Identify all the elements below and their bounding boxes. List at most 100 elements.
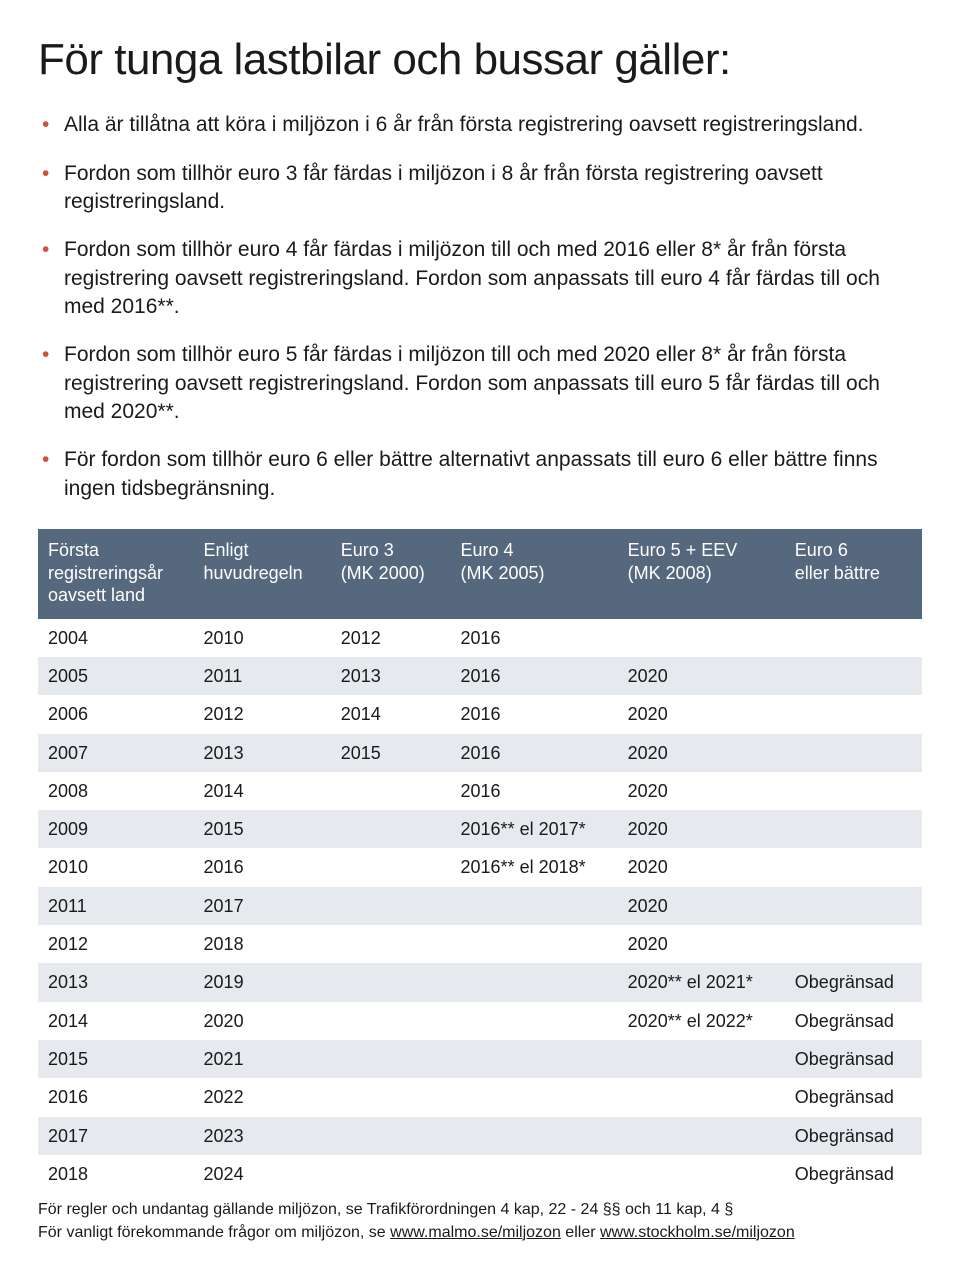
table-cell — [331, 772, 451, 810]
footnote-line-2: För vanligt förekommande frågor om miljö… — [38, 1222, 922, 1244]
table-header-cell: Euro 4(MK 2005) — [451, 529, 618, 619]
table-cell: 2017 — [194, 887, 331, 925]
table-cell: 2016 — [451, 695, 618, 733]
table-cell — [451, 925, 618, 963]
footnotes: För regler och undantag gällande miljözo… — [38, 1199, 922, 1244]
table-cell: 2020 — [618, 810, 785, 848]
table-cell — [618, 1078, 785, 1116]
footnote-link-2[interactable]: www.stockholm.se/miljozon — [600, 1224, 795, 1241]
table-cell — [451, 1155, 618, 1193]
table-cell — [331, 963, 451, 1001]
table-cell: 2020 — [618, 772, 785, 810]
table-cell: Obegränsad — [785, 1040, 922, 1078]
table-cell: 2015 — [331, 734, 451, 772]
table-cell — [451, 1078, 618, 1116]
table-cell: 2018 — [38, 1155, 194, 1193]
table-cell — [451, 1040, 618, 1078]
page-title: För tunga lastbilar och bussar gäller: — [38, 30, 922, 89]
table-row: 20082014 20162020 — [38, 772, 922, 810]
table-cell: 2020 — [618, 657, 785, 695]
table-cell — [785, 734, 922, 772]
table-cell: 2011 — [194, 657, 331, 695]
table-cell: 2008 — [38, 772, 194, 810]
table-cell: Obegränsad — [785, 1155, 922, 1193]
table-cell: 2020** el 2022* — [618, 1002, 785, 1040]
table-cell: 2020 — [618, 848, 785, 886]
rules-list-item: För fordon som tillhör euro 6 eller bätt… — [38, 446, 922, 503]
table-cell: 2019 — [194, 963, 331, 1001]
table-cell: 2020 — [618, 925, 785, 963]
table-cell — [451, 1117, 618, 1155]
footnote-link-1[interactable]: www.malmo.se/miljozon — [390, 1224, 561, 1241]
table-row: 20152021Obegränsad — [38, 1040, 922, 1078]
table-row: 20072013201520162020 — [38, 734, 922, 772]
table-header-cell: Förstaregistreringsåroavsett land — [38, 529, 194, 619]
table-cell: 2005 — [38, 657, 194, 695]
table-cell: 2022 — [194, 1078, 331, 1116]
table-cell: 2020 — [618, 734, 785, 772]
table-cell: 2020 — [194, 1002, 331, 1040]
table-cell — [618, 1117, 785, 1155]
table-cell: 2013 — [194, 734, 331, 772]
table-cell: 2024 — [194, 1155, 331, 1193]
table-cell: 2016 — [451, 772, 618, 810]
table-cell: 2010 — [38, 848, 194, 886]
table-cell: Obegränsad — [785, 1078, 922, 1116]
table-cell: 2011 — [38, 887, 194, 925]
table-cell: 2020 — [618, 695, 785, 733]
table-cell: 2004 — [38, 619, 194, 657]
table-cell: 2013 — [331, 657, 451, 695]
table-header-cell: Enligthuvudregeln — [194, 529, 331, 619]
table-cell: 2014 — [331, 695, 451, 733]
table-body: 2004201020122016200520112013201620202006… — [38, 619, 922, 1193]
table-cell: 2009 — [38, 810, 194, 848]
table-cell — [331, 1078, 451, 1116]
table-row: 20172023Obegränsad — [38, 1117, 922, 1155]
table-cell: 2015 — [194, 810, 331, 848]
table-cell: 2014 — [194, 772, 331, 810]
table-cell — [451, 963, 618, 1001]
footnote-line-1: För regler och undantag gällande miljözo… — [38, 1199, 922, 1221]
table-row: 20062012201420162020 — [38, 695, 922, 733]
table-cell: 2007 — [38, 734, 194, 772]
table-cell — [331, 1117, 451, 1155]
table-row: 20052011201320162020 — [38, 657, 922, 695]
table-cell — [451, 887, 618, 925]
table-row: 201120172020 — [38, 887, 922, 925]
table-cell: 2016** el 2017* — [451, 810, 618, 848]
table-cell: Obegränsad — [785, 1002, 922, 1040]
table-cell: 2015 — [38, 1040, 194, 1078]
rules-list-item: Fordon som tillhör euro 5 får färdas i m… — [38, 341, 922, 426]
table-row: 20142020 2020** el 2022*Obegränsad — [38, 1002, 922, 1040]
table-cell: 2006 — [38, 695, 194, 733]
table-cell — [451, 1002, 618, 1040]
table-cell — [618, 619, 785, 657]
table-cell — [785, 619, 922, 657]
rules-list-item: Alla är tillåtna att köra i miljözon i 6… — [38, 111, 922, 139]
table-cell: 2012 — [331, 619, 451, 657]
table-cell: 2020** el 2021* — [618, 963, 785, 1001]
table-cell — [618, 1040, 785, 1078]
table-cell — [331, 810, 451, 848]
table-cell — [785, 695, 922, 733]
table-cell: 2018 — [194, 925, 331, 963]
rules-list-item: Fordon som tillhör euro 3 får färdas i m… — [38, 160, 922, 217]
table-cell — [618, 1155, 785, 1193]
table-cell — [785, 772, 922, 810]
table-cell: 2016 — [38, 1078, 194, 1116]
table-cell — [785, 657, 922, 695]
registration-table: Förstaregistreringsåroavsett landEnligth… — [38, 529, 922, 1193]
table-cell: Obegränsad — [785, 963, 922, 1001]
table-cell: 2012 — [38, 925, 194, 963]
table-cell: 2014 — [38, 1002, 194, 1040]
table-cell: 2012 — [194, 695, 331, 733]
table-cell — [331, 1155, 451, 1193]
table-cell: 2023 — [194, 1117, 331, 1155]
table-cell — [785, 925, 922, 963]
table-header-row: Förstaregistreringsåroavsett landEnligth… — [38, 529, 922, 619]
table-row: 20182024 Obegränsad — [38, 1155, 922, 1193]
table-cell — [785, 810, 922, 848]
table-header-cell: Euro 3(MK 2000) — [331, 529, 451, 619]
table-cell — [331, 887, 451, 925]
table-cell: 2010 — [194, 619, 331, 657]
